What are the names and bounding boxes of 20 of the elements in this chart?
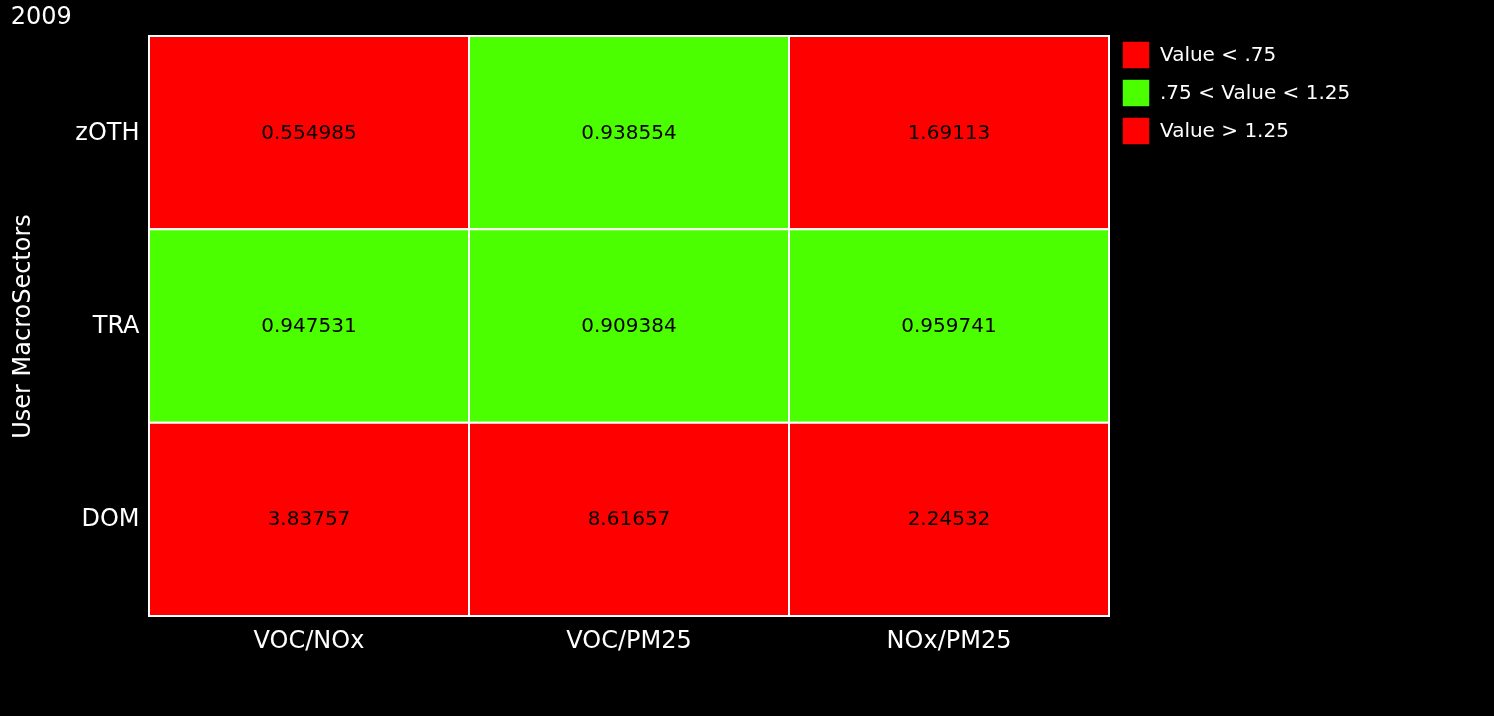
x-tick-label: VOC/PM25 [566,625,692,654]
y-tick-label: DOM [81,504,140,533]
y-tick-label: zOTH [75,117,140,146]
data-label: 0.959741 [901,313,997,337]
data-label: 0.909384 [581,313,677,337]
x-tick-label: NOx/PM25 [886,625,1012,654]
x-tick-label: VOC/NOx [253,625,365,654]
data-label: 2.24532 [907,506,991,531]
data-label: 1.69113 [907,119,991,144]
data-label: 0.554985 [261,119,357,144]
y-tick-label: TRA [91,311,141,339]
chart-title: 2009 [10,2,72,30]
data-label: 0.938554 [581,119,677,144]
text: Value < .75 [1160,42,1277,66]
data-label: 3.83757 [267,506,351,531]
data-label: 8.61657 [587,506,671,531]
text: .75 < Value < 1.25 [1160,80,1351,104]
data-label: 0.947531 [261,313,357,337]
y-axis-title: User MacroSectors [8,214,37,439]
text: Value > 1.25 [1160,118,1289,142]
